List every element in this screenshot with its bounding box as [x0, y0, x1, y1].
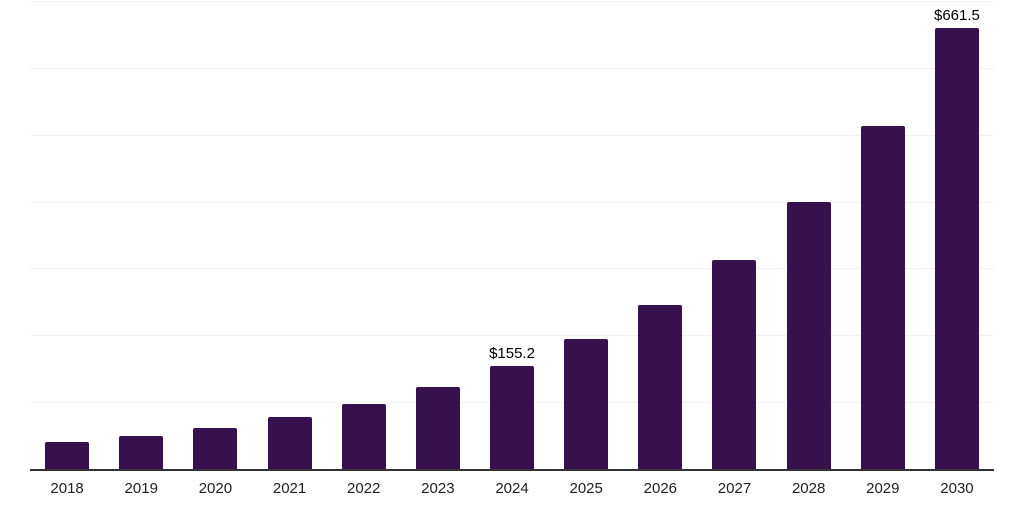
bar-slot	[30, 2, 104, 470]
bars-container: $155.2 $661.5	[30, 2, 994, 470]
bar-slot	[772, 2, 846, 470]
bar-slot	[623, 2, 697, 470]
bar-slot	[104, 2, 178, 470]
bar	[193, 427, 238, 470]
x-tick-label: 2025	[569, 480, 603, 497]
bar-slot	[401, 2, 475, 470]
bar-slot	[178, 2, 252, 470]
bar	[638, 304, 683, 470]
gridline	[30, 134, 994, 136]
plot-area: $155.2 $661.5	[30, 1, 994, 471]
bar-value-label: $155.2	[489, 345, 535, 363]
gridline	[30, 67, 994, 69]
bar-slot	[697, 2, 771, 470]
bar-value-label: $661.5	[934, 6, 980, 24]
bar-slot	[846, 2, 920, 470]
gridline	[30, 1, 994, 2]
gridline	[30, 268, 994, 270]
x-tick-label: 2026	[643, 480, 678, 497]
bar-slot	[549, 2, 623, 470]
x-tick-label: 2024	[495, 480, 529, 497]
x-axis-line	[30, 469, 994, 471]
bar	[341, 404, 386, 470]
bar	[119, 436, 164, 470]
bar	[267, 416, 312, 470]
bar-slot: $155.2	[475, 2, 549, 470]
gridline	[30, 201, 994, 203]
x-tick-label: 2020	[198, 480, 233, 497]
bar-slot	[252, 2, 326, 470]
x-tick-label: 2027	[717, 480, 752, 497]
bar-slot: $661.5	[920, 2, 994, 470]
bar-slot	[327, 2, 401, 470]
x-tick-label: 2030	[940, 480, 974, 497]
x-tick-label: 2022	[347, 480, 381, 497]
gridline	[30, 335, 994, 337]
x-axis-labels: 2018 2019 2020 2021 2022 2023 2024 2025 2026 2027…	[30, 479, 994, 499]
x-tick-label: 2018	[50, 480, 84, 497]
bar	[712, 259, 757, 470]
x-tick-label: 2021	[272, 480, 307, 497]
x-tick-label: 2028	[791, 480, 826, 497]
bar	[860, 125, 905, 470]
bar	[934, 27, 979, 470]
bar	[564, 339, 609, 470]
bar	[415, 386, 460, 470]
bar	[490, 366, 535, 470]
bar	[45, 442, 90, 470]
x-tick-label: 2023	[421, 480, 455, 497]
bar	[786, 202, 831, 470]
x-tick-label: 2019	[124, 480, 158, 497]
x-tick-label: 2029	[866, 480, 900, 497]
